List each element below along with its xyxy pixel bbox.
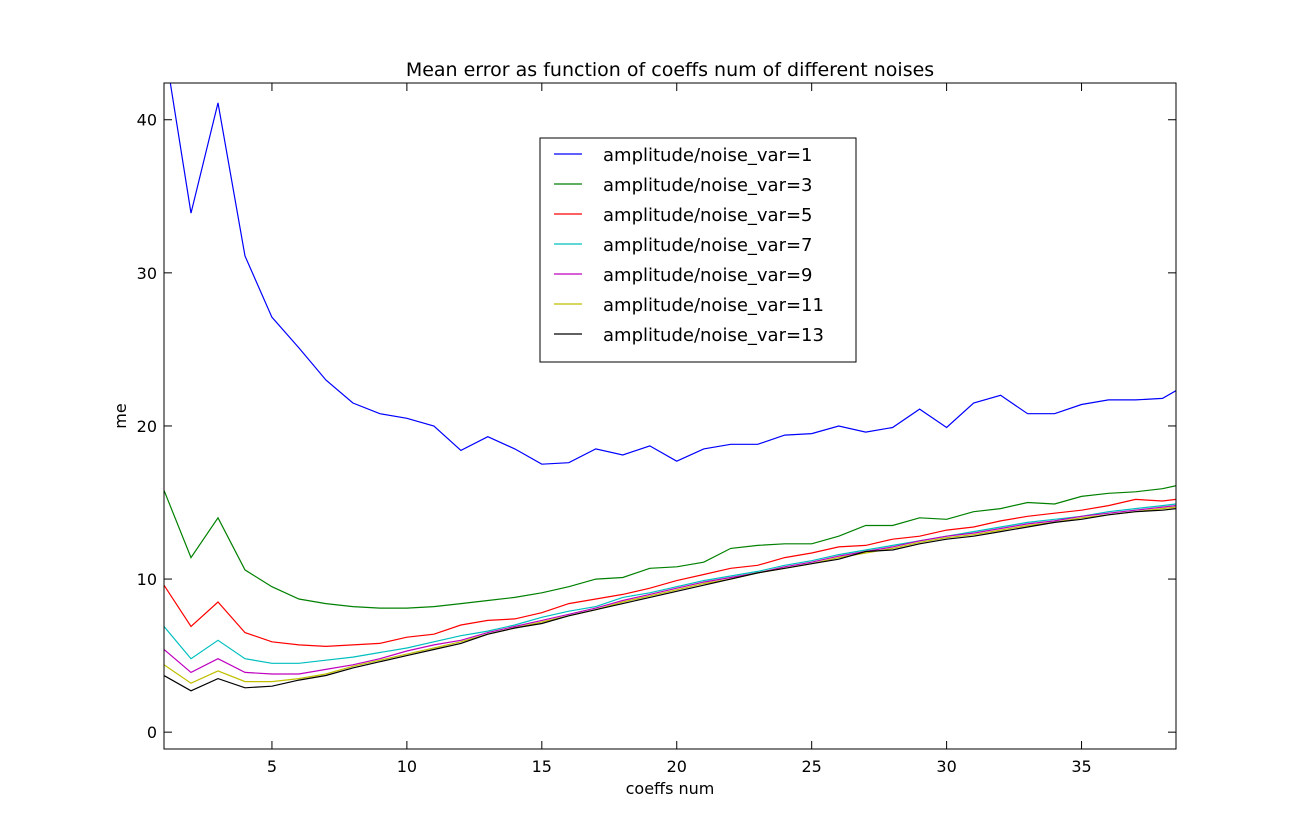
y-tick-label: 30 — [137, 264, 157, 283]
legend-label: amplitude/noise_var=13 — [603, 325, 824, 346]
legend-label: amplitude/noise_var=1 — [603, 145, 813, 166]
series-line-4 — [164, 503, 1176, 664]
y-tick-label: 0 — [147, 723, 157, 742]
x-tick-label: 15 — [532, 757, 552, 776]
y-tick-label: 40 — [137, 111, 157, 130]
x-tick-label: 20 — [667, 757, 687, 776]
x-tick-label: 35 — [1071, 757, 1091, 776]
x-tick-label: 10 — [397, 757, 417, 776]
y-tick-label: 20 — [137, 417, 157, 436]
legend-label: amplitude/noise_var=11 — [603, 295, 824, 316]
series-line-2 — [164, 485, 1176, 609]
x-axis-label: coeffs num — [626, 779, 715, 798]
x-tick-label: 25 — [802, 757, 822, 776]
legend-box — [539, 137, 857, 363]
y-axis: 0 10 20 30 40 — [137, 111, 1176, 742]
chart-title: Mean error as function of coeffs num of … — [406, 59, 934, 81]
series-line-5 — [164, 505, 1176, 675]
legend-label: amplitude/noise_var=7 — [603, 235, 813, 256]
x-tick-label: 30 — [936, 757, 956, 776]
series-line-1 — [169, 83, 1176, 465]
plot-frame — [163, 82, 1177, 750]
y-axis-label: me — [111, 403, 130, 428]
x-axis: 5 10 15 20 25 30 35 — [267, 83, 1092, 776]
y-tick-label: 10 — [137, 570, 157, 589]
legend-label: amplitude/noise_var=9 — [603, 265, 813, 286]
legend-label: amplitude/noise_var=5 — [603, 205, 813, 226]
x-tick-label: 5 — [267, 757, 277, 776]
series-line-3 — [164, 498, 1176, 648]
series-line-6 — [164, 506, 1176, 684]
legend-label: amplitude/noise_var=3 — [603, 175, 813, 196]
series-line-7 — [164, 508, 1176, 692]
series-layer — [164, 83, 1176, 692]
legend: amplitude/noise_var=1 amplitude/noise_var… — [539, 137, 857, 363]
